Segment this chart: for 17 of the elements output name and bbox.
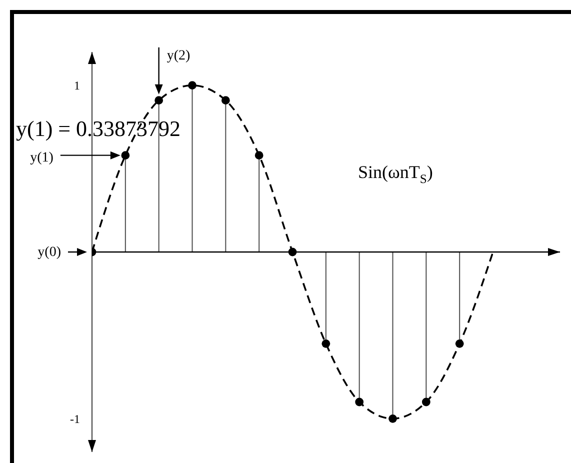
y-tick-label: 1: [74, 78, 80, 93]
point: [288, 248, 297, 256]
point: [188, 81, 196, 90]
point: [422, 398, 430, 406]
text: y(1): [30, 150, 54, 165]
text: y(0): [38, 244, 62, 260]
point: [455, 339, 464, 348]
annotation: y(2): [166, 48, 190, 63]
y-tick-label: -1: [70, 412, 80, 426]
point: [254, 151, 264, 160]
point: [221, 96, 230, 105]
point: [355, 398, 364, 406]
point: [121, 151, 130, 160]
point: [154, 96, 164, 105]
point: [388, 414, 397, 423]
annotation: Sin(ωnT$_{S}$): [358, 162, 433, 186]
point: [322, 339, 330, 348]
